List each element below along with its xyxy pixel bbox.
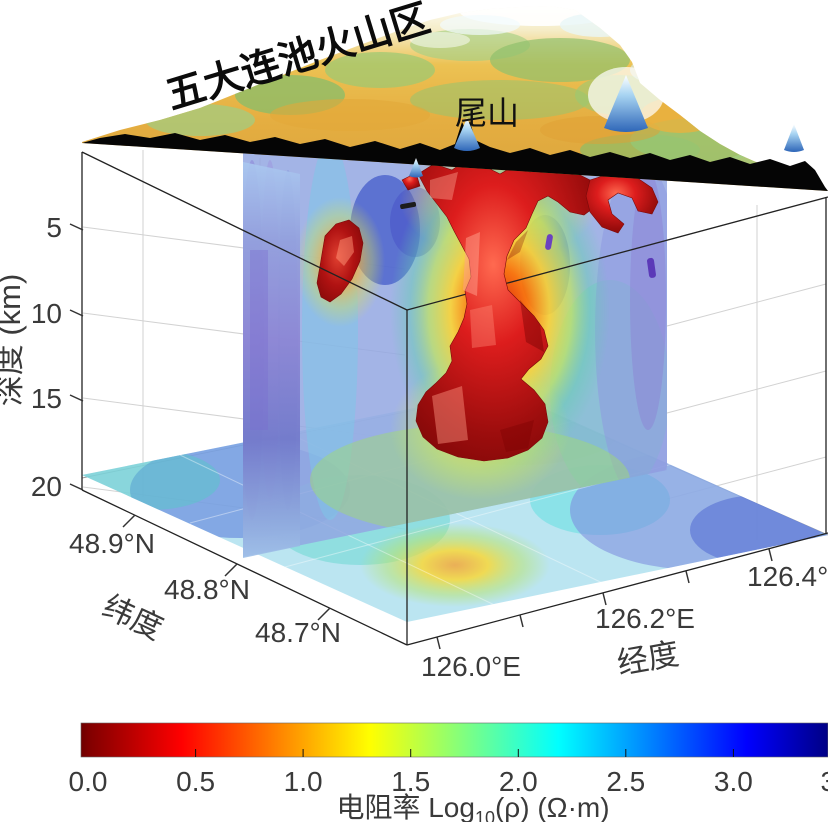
volcano-label: 尾山 [455, 95, 519, 131]
colorbar-title: 电阻率 Log10(ρ) (Ω·m) [336, 792, 609, 822]
resistivity-isosurface [316, 158, 659, 462]
latitude-axis-label: 纬度 [97, 588, 168, 646]
colorbar-tick-label: 3.5 [821, 766, 828, 797]
longitude-tick-label: 126.2°E [595, 603, 695, 634]
isosurface-hook [585, 172, 659, 234]
longitude-axis-label: 经度 [615, 636, 682, 681]
latitude-tick-label: 48.7°N [255, 617, 341, 648]
colorbar-tick-label: 2.0 [499, 766, 538, 797]
volcano-cone-right [784, 124, 804, 152]
box-wireframe [81, 151, 828, 646]
colorbar-tick-label: 0.0 [69, 766, 108, 797]
latitude-tick-label: 48.9°N [69, 528, 155, 559]
small-anomaly-marks [400, 201, 656, 278]
colorbar-title-suffix: (ρ) (Ω·m) [495, 792, 610, 822]
colorbar-tick-label: 2.5 [606, 766, 645, 797]
depth-tick-label: 5 [46, 212, 62, 243]
colorbar-gradient [80, 722, 828, 758]
latitude-tick-labels: 48.9°N 48.8°N 48.7°N [69, 528, 341, 648]
colorbar-tick-label: 0.5 [176, 766, 215, 797]
colorbar-tick-label: 3.0 [714, 766, 753, 797]
colorbar-tick-labels: 0.0 0.5 1.0 1.5 2.0 2.5 3.0 3.5 [69, 766, 828, 797]
depth-tick-label: 10 [31, 298, 62, 329]
terrain-shadow-band [82, 121, 828, 191]
longitude-tick-label: 126.0°E [421, 651, 521, 682]
axis-tick-marks [69, 223, 773, 650]
latitude-axis-line [81, 489, 408, 646]
depth-tick-label: 20 [31, 471, 62, 502]
colorbar-tick-marks [195, 749, 734, 757]
longitude-tick-label: 126.4°E [747, 561, 828, 592]
volcano-cone-large [604, 75, 648, 132]
depth-axis-label: 深度 (km) [0, 274, 27, 407]
volcano-cone-small [409, 158, 423, 178]
longitude-axis-line [406, 532, 828, 646]
colorbar-tick-label: 1.5 [391, 766, 430, 797]
depth-tick-label: 15 [31, 383, 62, 414]
latitude-tick-label: 48.8°N [164, 574, 250, 605]
longitude-tick-labels: 126.0°E 126.2°E 126.4°E [421, 561, 828, 682]
depth-tick-labels: 5 10 15 20 [31, 212, 62, 502]
colorbar: 0.0 0.5 1.0 1.5 2.0 2.5 3.0 3.5 电阻率 Log1… [69, 722, 828, 822]
volcano-cone-weishan [454, 118, 480, 151]
colorbar-title-subscript: 10 [475, 808, 495, 822]
box-edge-top-left [81, 151, 408, 311]
colorbar-tick-label: 1.0 [284, 766, 323, 797]
colorbar-title-prefix: 电阻率 Log [336, 792, 475, 822]
cross-section-plane-left [243, 162, 300, 558]
